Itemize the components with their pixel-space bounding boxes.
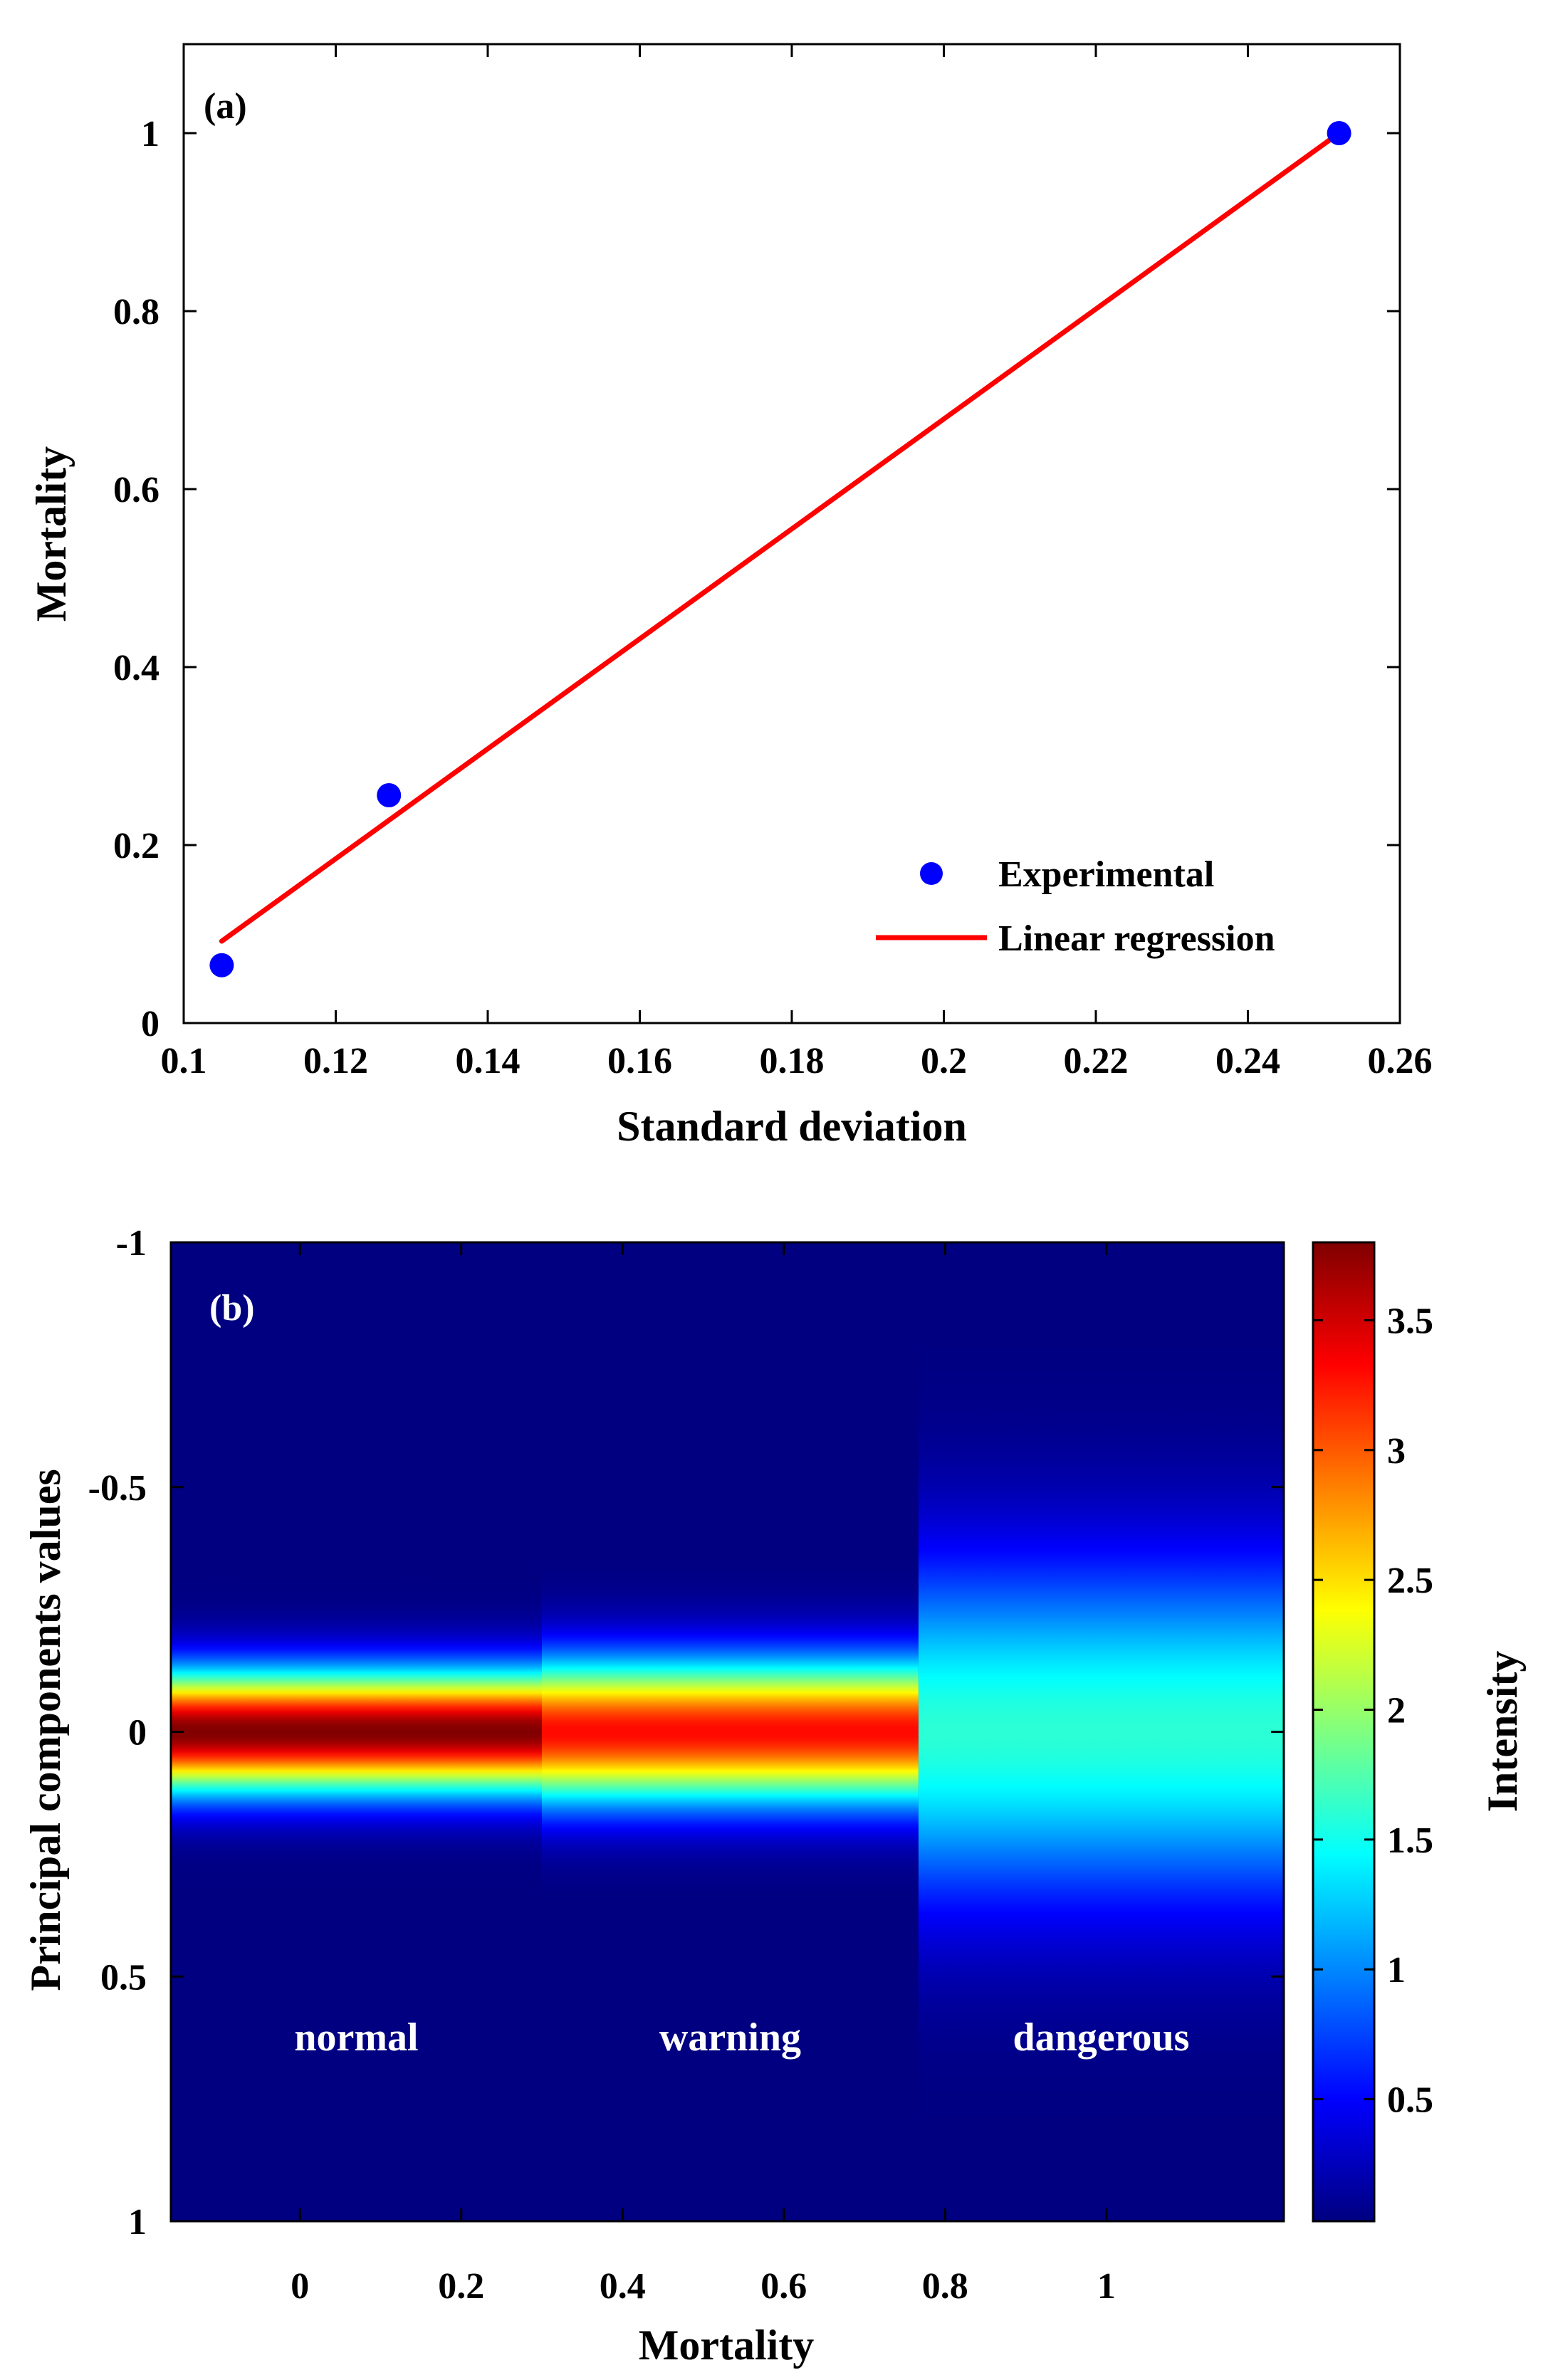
y-tick-label: 0.8 <box>113 292 159 332</box>
x-tick-label: 0.26 <box>1368 1041 1433 1081</box>
scatter-chart-panel: 0.1 0.12 0.14 0.16 0.18 0.2 0.22 0.24 0.26 0 0.2 0.… <box>28 43 1433 1150</box>
colorbar-tick-label: 3.5 <box>1387 1301 1433 1341</box>
y-axis-title-b: Principal components values <box>22 1469 69 1991</box>
colorbar-tick-label: 2 <box>1387 1690 1406 1731</box>
region-label-dangerous: dangerous <box>1013 2015 1189 2060</box>
x-axis-title-b: Mortality <box>639 2322 815 2369</box>
region-label-normal: normal <box>294 2015 418 2060</box>
experimental-point <box>209 953 234 977</box>
x-tick-label-b: 1 <box>1097 2266 1116 2307</box>
x-tick-label-b: 0 <box>291 2266 309 2307</box>
experimental-point <box>1327 121 1351 145</box>
experimental-point <box>377 783 402 807</box>
x-tick-label: 0.14 <box>456 1041 521 1081</box>
x-axis-title: Standard deviation <box>617 1103 967 1150</box>
x-tick-label-b: 0.6 <box>760 2266 807 2307</box>
y-tick-label-b: 0 <box>128 1713 147 1753</box>
heatmap-image <box>171 1242 1284 2221</box>
x-tick-label: 0.1 <box>161 1041 207 1081</box>
legend-experimental-marker <box>920 862 943 885</box>
heatmap-band-warning <box>542 1242 919 2221</box>
heatmap-band-normal <box>171 1242 542 2221</box>
x-tick-label-b: 0.2 <box>438 2266 484 2307</box>
panel-b-label: (b) <box>209 1288 255 1328</box>
panel-a-label: (a) <box>204 86 247 127</box>
colorbar-tick-label: 3 <box>1387 1431 1406 1472</box>
x-tick-label: 0.2 <box>921 1041 967 1081</box>
colorbar-tick-label: 2.5 <box>1387 1561 1433 1601</box>
y-tick-label: 1 <box>141 114 159 154</box>
x-tick-label-b: 0.8 <box>922 2266 968 2307</box>
y-tick-label-b: -0.5 <box>88 1468 147 1509</box>
heatmap-band-dangerous <box>918 1242 1284 2221</box>
colorbar-title: Intensity <box>1479 1651 1526 1813</box>
y-tick-label-b: 0.5 <box>100 1957 147 1998</box>
legend: Experimental Linear regression <box>876 854 1275 959</box>
y-tick-label: 0.6 <box>113 470 159 510</box>
legend-experimental-label: Experimental <box>998 854 1214 895</box>
heatmap-panel: 0 0.2 0.4 0.6 0.8 1 -1 -0.5 0 0.5 1 normal warning d… <box>22 1223 1526 2369</box>
y-tick-label: 0.4 <box>113 648 159 688</box>
y-axis-title: Mortality <box>28 446 75 622</box>
legend-regression-label: Linear regression <box>998 918 1275 959</box>
colorbar-tick-label: 1 <box>1387 1950 1406 1991</box>
colorbar-tick-label: 1.5 <box>1387 1820 1433 1861</box>
scatter-plot-area <box>182 43 1401 1024</box>
y-tick-label-b: 1 <box>128 2202 147 2243</box>
x-tick-label: 0.16 <box>607 1041 672 1081</box>
y-tick-label-b: -1 <box>116 1223 147 1264</box>
y-tick-label: 0 <box>141 1004 159 1044</box>
x-tick-label: 0.12 <box>303 1041 368 1081</box>
y-tick-label: 0.2 <box>113 826 159 866</box>
colorbar <box>1312 1241 1376 2223</box>
region-label-warning: warning <box>659 2015 801 2060</box>
x-tick-label: 0.24 <box>1215 1041 1280 1081</box>
regression-line <box>219 130 1342 944</box>
x-tick-label-b: 0.4 <box>600 2266 646 2307</box>
x-tick-label: 0.22 <box>1064 1041 1129 1081</box>
colorbar-tick-label: 0.5 <box>1387 2080 1433 2121</box>
x-tick-label: 0.18 <box>760 1041 825 1081</box>
